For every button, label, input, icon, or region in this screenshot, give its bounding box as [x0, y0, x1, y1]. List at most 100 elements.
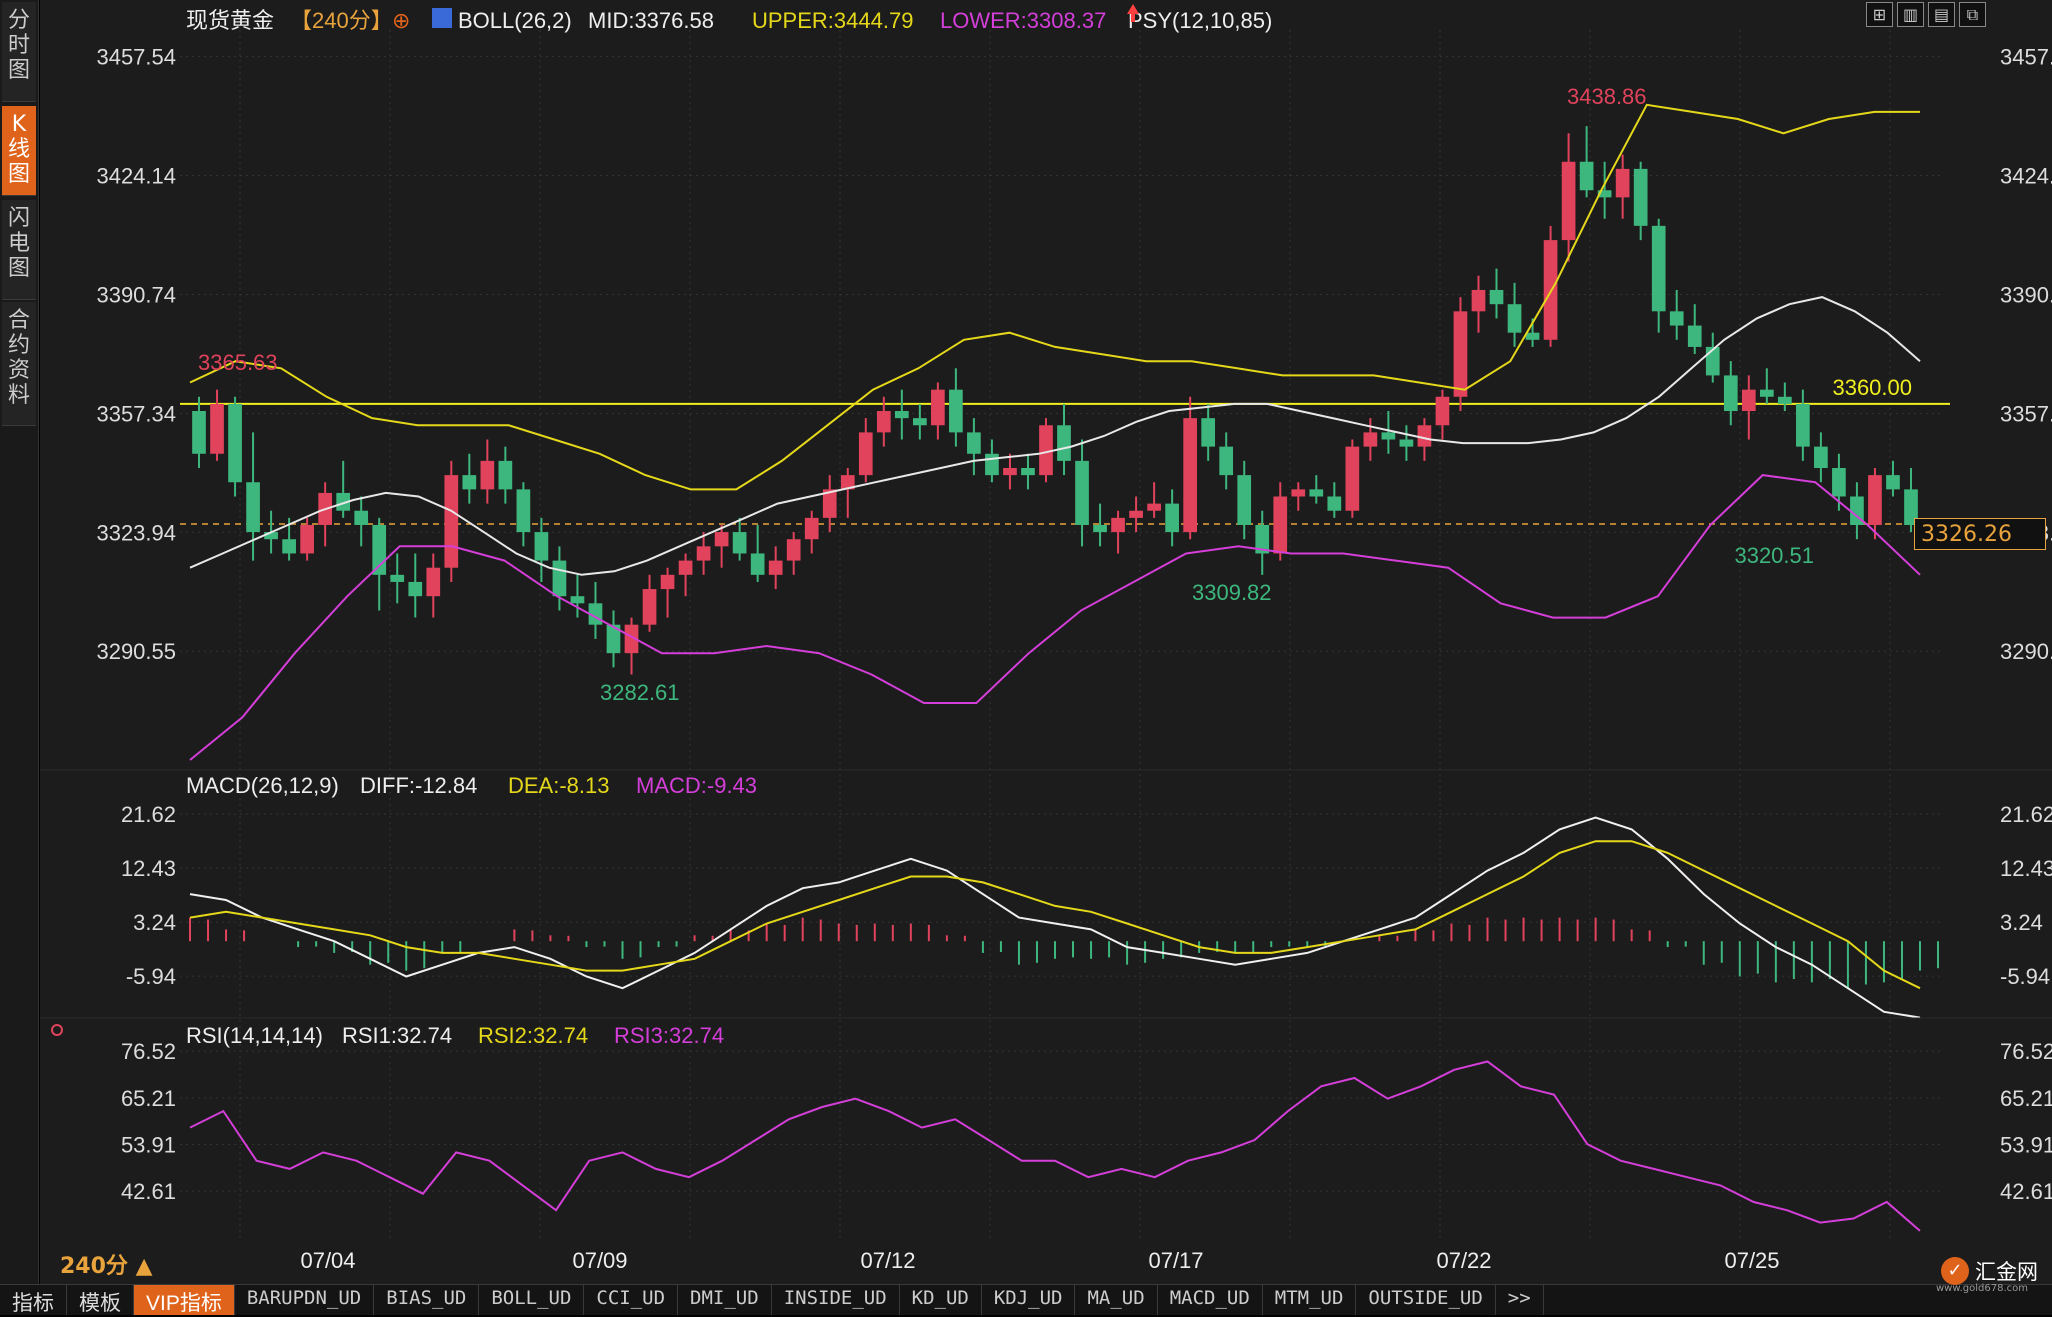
price-tick-left-0: 3457.54 — [96, 45, 176, 70]
chart-canvas[interactable]: 3457.54 3457.54 3424.14 3424.14 3390.74 3390.… — [40, 0, 2052, 1284]
candle-body — [426, 567, 441, 597]
candle-body — [822, 489, 837, 518]
candle-body — [246, 482, 260, 533]
indicator-tab-11[interactable]: MA_UD — [1075, 1285, 1158, 1315]
candle-body — [1057, 425, 1071, 461]
macd-tick-left-0: 21.62 — [121, 802, 176, 827]
header-upper: UPPER:3444.79 — [752, 8, 913, 33]
candle-body — [444, 475, 459, 568]
candle-body — [624, 624, 639, 654]
candle-body — [1705, 346, 1720, 376]
chart-type-icon[interactable]: ▤ — [1928, 2, 1955, 27]
candle-body — [1669, 311, 1684, 326]
sidebar-tab-0[interactable]: 分时图 — [2, 2, 36, 102]
indicator-tab-9[interactable]: KD_UD — [900, 1285, 982, 1315]
macd-tick-right-0: 21.62 — [2000, 802, 2052, 827]
indicator-tab-7[interactable]: DMI_UD — [678, 1285, 772, 1315]
indicator-tab-2[interactable]: VIP指标 — [134, 1285, 235, 1315]
candle-body — [1183, 418, 1198, 533]
header-mid: MID:3376.58 — [588, 8, 714, 33]
x-axis-label-5: 07/25 — [1724, 1248, 1779, 1273]
rsi-tick-right-1: 65.21 — [2000, 1086, 2052, 1111]
low-annotation-1: 3282.61 — [600, 680, 680, 705]
price-tick-left-2: 3390.74 — [96, 282, 176, 307]
candle-body — [264, 532, 278, 540]
candle-body — [498, 460, 513, 490]
low-annotation-2: 3309.82 — [1192, 580, 1272, 605]
candle-body — [1687, 325, 1702, 347]
price-tick-right-5: 3290.55 — [2000, 639, 2052, 664]
rsi-title: RSI(14,14,14) — [186, 1023, 323, 1048]
indicator-tab-1[interactable]: 模板 — [67, 1285, 134, 1315]
indicator-tab-10[interactable]: KDJ_UD — [982, 1285, 1076, 1315]
logo-icon: ✓ — [1941, 1257, 1969, 1285]
candle-body — [1814, 446, 1828, 468]
indicator-tab-14[interactable]: OUTSIDE_UD — [1356, 1285, 1496, 1315]
bars-icon[interactable]: ▥ — [1897, 2, 1924, 27]
candle-body — [732, 532, 747, 554]
candle-body — [660, 574, 675, 590]
indicator-tab-3[interactable]: BARUPDN_UD — [235, 1285, 375, 1315]
indicator-tab-12[interactable]: MACD_UD — [1158, 1285, 1263, 1315]
up-arrow-icon — [1127, 4, 1139, 22]
candle-body — [1525, 332, 1540, 340]
x-axis-label-2: 07/12 — [860, 1248, 915, 1273]
candle-body — [1381, 432, 1396, 440]
indicator-tab-8[interactable]: INSIDE_UD — [772, 1285, 900, 1315]
indicator-tab-13[interactable]: MTM_UD — [1263, 1285, 1357, 1315]
macd-tick-right-1: 12.43 — [2000, 856, 2052, 881]
header-instrument: 现货黄金 — [186, 8, 274, 33]
candle-body — [192, 411, 206, 454]
chart-area[interactable]: 3457.54 3457.54 3424.14 3424.14 3390.74 3390.… — [40, 0, 2052, 1284]
period-selector[interactable]: 240分 ▲ — [60, 1254, 153, 1279]
candle-body — [300, 524, 314, 554]
header-indicator: BOLL(26,2) — [458, 8, 572, 33]
rsi-tick-left-3: 42.61 — [121, 1179, 176, 1204]
candle-body — [1471, 289, 1486, 312]
indicator-tab-5[interactable]: BOLL_UD — [479, 1285, 585, 1315]
candle-body — [1435, 396, 1450, 426]
candle-body — [1129, 510, 1143, 518]
header-lower: LOWER:3308.37 — [940, 8, 1106, 33]
candle-body — [840, 475, 855, 490]
boll-mid-line — [189, 296, 1921, 576]
candle-body — [1741, 389, 1756, 412]
candle-body — [1633, 168, 1648, 226]
price-tick-left-1: 3424.14 — [96, 164, 176, 189]
fullscreen-icon[interactable]: ⧉ — [1959, 2, 1986, 27]
candle-body — [1777, 396, 1792, 404]
candle-body — [1759, 389, 1774, 397]
rsi-rsi1: RSI1:32.74 — [342, 1023, 452, 1048]
x-axis-label-1: 07/09 — [572, 1248, 627, 1273]
sidebar-tab-2[interactable]: 闪电图 — [2, 200, 36, 300]
grid-icon[interactable]: ⊞ — [1866, 2, 1893, 27]
brand-logo: ✓ 汇金网 — [1941, 1256, 2038, 1286]
sidebar-tab-3[interactable]: 合约资料 — [2, 302, 36, 426]
candle-body — [678, 560, 693, 575]
level-line-label: 3360.00 — [1832, 375, 1912, 400]
price-tick-right-2: 3390.74 — [2000, 282, 2052, 307]
x-axis-label-4: 07/22 — [1436, 1248, 1491, 1273]
candle-body — [210, 403, 224, 454]
candle-body — [1201, 418, 1216, 447]
candle-body — [1111, 517, 1125, 533]
macd-dea: DEA:-8.13 — [508, 773, 610, 798]
indicator-tab-0[interactable]: 指标 — [0, 1285, 67, 1315]
price-tick-right-1: 3424.14 — [2000, 164, 2052, 189]
candle-body — [1075, 460, 1089, 525]
candle-body — [876, 411, 891, 433]
candle-body — [858, 432, 873, 476]
candle-body — [1021, 468, 1035, 476]
rsi-line — [189, 1060, 1921, 1232]
indicator-tab-6[interactable]: CCI_UD — [584, 1285, 679, 1315]
candle-body — [390, 574, 405, 582]
candle-body — [1723, 375, 1738, 412]
price-tick-right-3: 3357.34 — [2000, 401, 2052, 426]
macd-tick-left-3: -5.94 — [126, 964, 176, 989]
candle-body — [894, 411, 909, 419]
candle-body — [1291, 489, 1306, 497]
indicator-tab-15[interactable]: >> — [1496, 1285, 1544, 1315]
indicator-tab-4[interactable]: BIAS_UD — [374, 1285, 480, 1315]
candle-body — [1147, 503, 1161, 511]
